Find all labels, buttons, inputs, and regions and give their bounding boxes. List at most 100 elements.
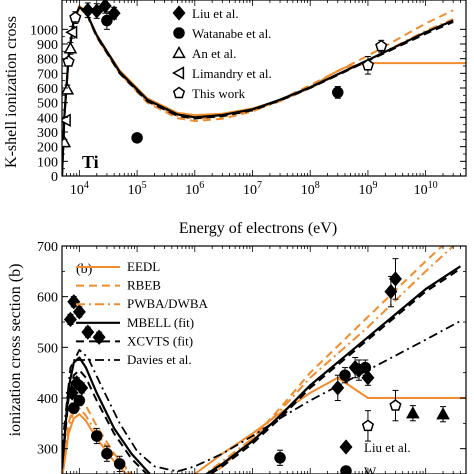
data-point-circle [101, 447, 113, 460]
x-tick-label-base: 10 [185, 183, 199, 198]
data-point-circle [101, 14, 113, 27]
data-point-diamond [75, 380, 89, 396]
y-tick-label: 700 [37, 67, 58, 82]
data-point-circle [73, 394, 86, 407]
x-tick-label-base: 10 [243, 183, 257, 198]
x-tick-label-exponent: 8 [315, 180, 320, 191]
data-point-diamond [98, 0, 112, 14]
y-tick-label: 400 [37, 392, 58, 407]
y-tick-label: 500 [37, 341, 58, 356]
legend-label: RBEB [127, 278, 161, 293]
x-tick-label-base: 10 [128, 183, 142, 198]
x-tick-label-exponent: 7 [257, 180, 262, 191]
legend-label: PWBA/DWBA [127, 296, 209, 311]
x-tick-label-exponent: 10 [428, 180, 438, 191]
x-tick-label-base: 10 [358, 183, 372, 198]
legend-marker [173, 27, 185, 39]
element-label: Ti [82, 152, 99, 172]
data-point-circle [332, 86, 344, 99]
data-point-diamond [107, 5, 121, 21]
data-point-pentagon [375, 39, 388, 52]
data-point-triangle-up [62, 135, 72, 148]
legend-marker [172, 86, 186, 99]
y-tick-label: 300 [37, 443, 58, 458]
legend-label: Limandry et al. [192, 66, 272, 81]
y-tick-label: 900 [37, 38, 58, 53]
data-point-pentagon [69, 11, 82, 23]
legend-marker [340, 465, 352, 474]
y-tick-label: 600 [37, 82, 58, 97]
data-point-pentagon [62, 55, 75, 67]
data-point-diamond [63, 311, 77, 328]
legend-label: XCVTS (fit) [127, 333, 193, 348]
y-tick-label: 1000 [30, 23, 58, 38]
x-tick-label: 106 [185, 180, 204, 198]
series-line-davies-et-al- [62, 320, 461, 473]
data-point-triangle-up [63, 41, 78, 54]
data-point-triangle-up [436, 407, 450, 420]
legend-label: An et al. [192, 46, 236, 61]
series-line-mbell-fit- [62, 265, 462, 474]
series-line-black-dashed-4 [62, 6, 454, 176]
bottom-panel: 300 400 500 600 700 (b) EEDL RBEB PWBA/DWBA MBELL… [37, 240, 467, 474]
legend-marker [339, 439, 353, 455]
x-tick-label: 108 [301, 180, 320, 198]
data-point-circle [113, 458, 126, 470]
x-tick-label: 1010 [414, 180, 438, 198]
data-point-circle [359, 361, 372, 374]
legend-label: EEDL [127, 259, 160, 274]
data-point-circle [90, 430, 103, 442]
legend-label: Liu et al. [364, 440, 411, 455]
data-point-pentagon [361, 58, 375, 71]
legend-label: W [364, 464, 377, 474]
data-point-triangle-up [406, 406, 420, 419]
x-tick-label: 109 [358, 180, 377, 198]
data-point-circle [131, 132, 143, 144]
data-point-triangle-left [65, 25, 78, 40]
legend-marker [172, 5, 186, 21]
x-tick-label-base: 10 [414, 183, 428, 198]
x-tick-label: 107 [243, 180, 262, 198]
x-axis-title: Energy of electrons (eV) [179, 220, 337, 237]
x-tick-label-exponent: 6 [199, 180, 204, 191]
data-point-diamond [72, 304, 86, 320]
x-tick-label-exponent: 4 [84, 180, 89, 191]
x-tick-label-base: 10 [70, 183, 84, 198]
legend-label: MBELL (fit) [127, 315, 194, 330]
series-line-orange-dashed-1 [62, 4, 454, 176]
y-tick-label: 0 [51, 170, 58, 185]
data-point-circle [68, 402, 80, 414]
y-tick-label: 400 [37, 111, 58, 126]
x-tick-label: 104 [70, 180, 89, 198]
y-tick-label: 500 [37, 97, 58, 112]
plot-area [62, 246, 466, 474]
y-tick-label: 200 [37, 141, 58, 156]
data-point-diamond [331, 380, 345, 396]
y-tick-label: 100 [37, 155, 58, 170]
data-point-diamond [384, 283, 398, 300]
data-point-pentagon [361, 419, 375, 432]
data-point-diamond [81, 324, 95, 340]
x-tick-label: 105 [128, 180, 147, 198]
series-line-xcvts-fit- [62, 267, 461, 474]
bottom-y-axis-title: ionization cross section (b) [7, 264, 24, 437]
top-y-axis-title: K-shell ionization cross [3, 16, 20, 168]
legend-label: This work [192, 86, 246, 101]
x-tick-label-exponent: 5 [142, 180, 147, 191]
legend-marker [172, 45, 186, 59]
plot-frame [61, 245, 467, 474]
legend-label: Davies et al. [127, 352, 192, 367]
data-point-diamond [81, 2, 95, 18]
y-tick-label: 600 [37, 291, 58, 306]
panel-label: (b) [76, 262, 93, 277]
data-point-triangle-up [62, 82, 75, 95]
x-tick-label-base: 10 [301, 183, 315, 198]
legend-label: Watanabe et al. [192, 26, 271, 41]
x-tick-label-exponent: 9 [372, 180, 377, 191]
series-line-eedl [62, 376, 466, 474]
data-point-pentagon [389, 399, 402, 411]
legend-label: Liu et al. [192, 6, 239, 21]
data-point-circle [339, 369, 351, 381]
